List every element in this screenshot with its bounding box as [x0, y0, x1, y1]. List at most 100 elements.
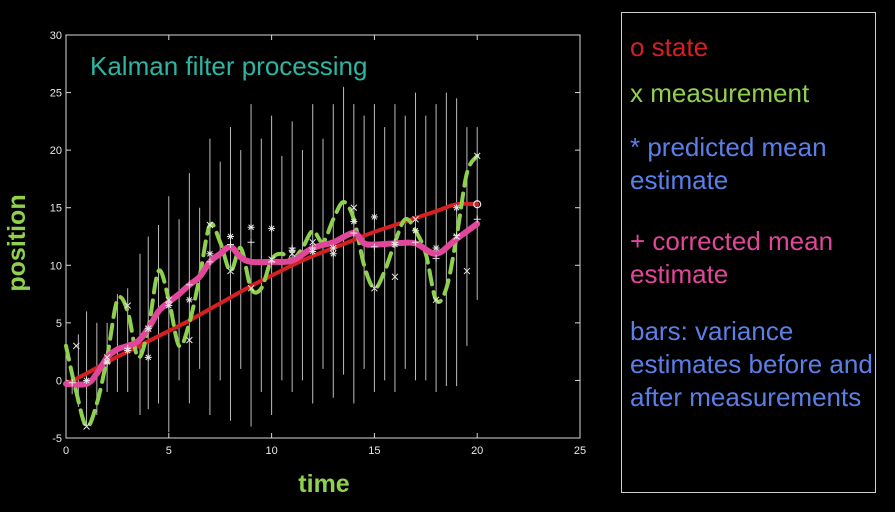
measurement-marker-stroke — [124, 302, 132, 309]
predicted-marker — [247, 223, 255, 231]
x-tick-label: 20 — [471, 445, 483, 457]
predicted-marker-stroke — [83, 377, 90, 384]
predicted-marker-stroke — [268, 225, 275, 232]
x-tick-label: 0 — [63, 445, 69, 457]
markers — [68, 152, 482, 430]
measurement-marker-stroke — [350, 204, 358, 212]
x-axis-label: time — [298, 470, 350, 498]
predicted-marker — [370, 213, 378, 221]
measurement-marker — [186, 336, 193, 344]
corrected-marker — [268, 258, 276, 266]
plot-frame — [65, 34, 581, 439]
legend-entry-measurement: x measurement — [630, 78, 810, 108]
predicted-marker — [226, 233, 234, 240]
x-tick-label: 10 — [265, 445, 277, 457]
legend-entry-predicted: * predicted mean estimate — [630, 132, 827, 195]
predicted-marker — [83, 376, 91, 384]
predicted-marker-stroke — [145, 354, 152, 361]
measurement-marker — [309, 238, 317, 246]
measurement-marker-stroke — [463, 267, 471, 275]
measurement-marker — [227, 267, 234, 275]
y-tick-label: 15 — [50, 203, 62, 215]
predicted-marker-stroke — [412, 227, 419, 234]
predicted-marker — [350, 218, 358, 226]
corrected-marker — [226, 241, 234, 249]
measurement-marker-stroke — [72, 342, 80, 350]
measurement-marker — [350, 204, 358, 212]
y-tick-label: -5 — [52, 433, 62, 445]
predicted-marker-stroke — [186, 296, 193, 303]
x-tick-label: 5 — [166, 445, 172, 457]
corrected-marker — [124, 344, 132, 352]
corrected-marker — [473, 215, 481, 223]
predicted-marker-stroke — [350, 218, 357, 225]
predicted-marker — [453, 204, 461, 212]
measurement-marker-stroke — [247, 284, 255, 292]
legend-entry-variance-bars: bars: variance estimates before and afte… — [630, 316, 873, 412]
predicted-marker — [144, 353, 152, 361]
corrected-marker — [412, 238, 420, 246]
corrected-marker — [144, 325, 152, 333]
measurement-marker — [83, 423, 90, 430]
y-tick-label: 10 — [50, 260, 62, 272]
series-line-corrected-mean-estimate — [63, 220, 481, 388]
predicted-marker-stroke — [248, 224, 254, 231]
corrected-marker — [350, 229, 358, 237]
corrected-marker — [185, 281, 193, 289]
predicted-marker — [206, 250, 214, 258]
corrected-marker — [370, 243, 378, 251]
corrected-marker — [68, 379, 76, 387]
measurement-marker-stroke — [83, 423, 90, 430]
measurement-marker-stroke — [186, 336, 193, 344]
predicted-marker — [268, 224, 276, 232]
x-tick-label: 25 — [574, 445, 586, 457]
measurement-marker — [473, 152, 481, 160]
corrected-marker — [103, 359, 111, 367]
corrected-marker — [309, 244, 317, 252]
measurement-marker — [463, 267, 471, 275]
predicted-marker-stroke — [371, 214, 378, 220]
measurement-marker — [206, 221, 214, 229]
measurement-marker — [247, 284, 255, 292]
measurement-marker-stroke — [412, 215, 419, 223]
measurement-marker — [391, 273, 399, 281]
legend: o state x measurement * predicted mean e… — [621, 12, 876, 493]
corrected-marker — [432, 254, 440, 262]
measurement-marker-stroke — [206, 221, 214, 229]
predicted-marker — [185, 296, 193, 304]
measurement-marker-stroke — [371, 284, 378, 292]
measurement-marker-stroke — [432, 296, 440, 304]
predicted-marker-stroke — [207, 250, 213, 257]
corrected-marker — [453, 231, 461, 239]
legend-entry-state: o state — [630, 32, 709, 62]
corrected-marker — [329, 244, 337, 252]
measurement-marker-stroke — [227, 267, 234, 275]
measurement-marker — [412, 215, 419, 223]
predicted-marker-stroke — [453, 204, 460, 211]
measurement-marker — [124, 302, 132, 309]
measurement-marker — [432, 296, 440, 304]
state-marker — [473, 200, 482, 209]
predicted-marker-stroke — [330, 250, 337, 257]
y-tick-label: 20 — [50, 145, 62, 157]
predicted-marker — [412, 227, 420, 235]
legend-entry-corrected: + corrected mean estimate — [630, 226, 834, 289]
x-tick-label: 15 — [368, 445, 380, 457]
predicted-marker — [432, 244, 440, 252]
measurement-marker-stroke — [309, 238, 317, 246]
predicted-marker-stroke — [227, 233, 234, 240]
corrected-marker — [165, 298, 173, 306]
corrected-marker — [247, 238, 255, 246]
corrected-marker — [288, 244, 296, 252]
measurement-marker-stroke — [473, 152, 481, 160]
measurement-marker — [72, 342, 80, 350]
y-tick-label: 25 — [50, 88, 62, 100]
y-axis-label: position — [3, 194, 31, 292]
y-tick-label: 30 — [50, 30, 62, 42]
y-tick-label: 5 — [56, 318, 62, 330]
measurement-marker-stroke — [391, 273, 399, 281]
measurement-marker — [371, 284, 378, 292]
corrected-marker — [206, 258, 214, 266]
